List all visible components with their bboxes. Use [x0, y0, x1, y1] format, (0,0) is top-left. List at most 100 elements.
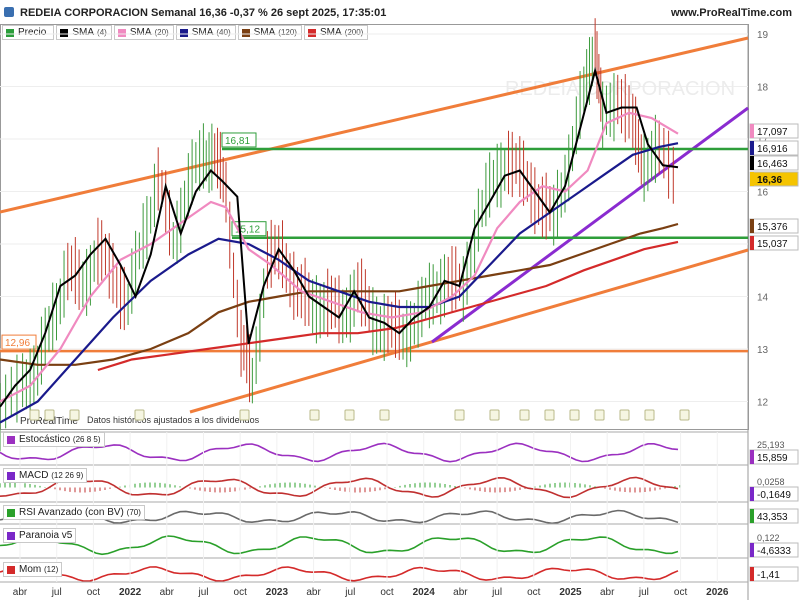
x-tick-label: 2026 [706, 587, 729, 598]
event-marker [679, 409, 690, 421]
legend-item-sma120[interactable]: SMA (120) [237, 25, 302, 40]
event-marker [489, 409, 500, 421]
legend-swatch [6, 28, 14, 37]
event-marker [29, 409, 40, 421]
indicator-value: -1,41 [757, 570, 780, 581]
y-tick-label: 12 [757, 398, 769, 409]
x-tick-label: oct [380, 587, 394, 598]
x-tick-label: abr [600, 587, 615, 598]
legend-swatch [117, 28, 126, 37]
legend-item-precio[interactable]: Precio [2, 25, 55, 40]
series-line-200 [97, 240, 679, 372]
indicator-value-marker [750, 509, 754, 523]
series-line-4 [0, 66, 679, 408]
trend-channel-lower [189, 248, 749, 414]
event-marker [569, 409, 580, 421]
indicator-swatch [7, 565, 15, 574]
price-tag-marker [750, 141, 754, 155]
level-label: 15,12 [235, 225, 260, 236]
series-line-120 [0, 222, 679, 366]
event-marker [69, 409, 80, 421]
x-tick-label: oct [527, 587, 541, 598]
y-tick-label: 13 [757, 345, 769, 356]
legend-swatch [241, 28, 250, 37]
x-tick-label: abr [306, 587, 321, 598]
x-tick-label: 2024 [413, 587, 436, 598]
x-tick-label: abr [453, 587, 468, 598]
price-tag-label: 15,376 [757, 222, 788, 233]
x-tick-label: oct [674, 587, 688, 598]
chart-header: REDEIA CORPORACION Semanal 16,36 -0,37 %… [0, 0, 800, 24]
indicator-value-secondary: 25,193 [757, 440, 785, 450]
x-tick-label: 2025 [559, 587, 582, 598]
x-tick-label: oct [234, 587, 248, 598]
series-line-20 [0, 111, 679, 403]
legend-swatch [307, 28, 316, 37]
brand-small: ProRealTime [20, 416, 78, 427]
x-tick-label: 2023 [266, 587, 289, 598]
x-tick-label: jul [197, 587, 208, 598]
legend-item-sma4[interactable]: SMA (4) [56, 25, 112, 40]
event-marker [594, 409, 605, 421]
indicator-label-paranoia[interactable]: Paranoia v5 [3, 528, 77, 543]
event-marker [239, 409, 250, 421]
indicator-line [0, 566, 679, 582]
event-marker [309, 409, 320, 421]
y-tick-label: 16 [757, 188, 769, 199]
y-tick-label: 18 [757, 83, 769, 94]
level-label-box [1, 334, 37, 350]
indicator-swatch [7, 508, 15, 517]
event-marker [619, 409, 630, 421]
indicator-value-marker [750, 567, 754, 581]
legend-item-sma200[interactable]: SMA (200) [303, 25, 369, 40]
trend-channel-upper [0, 36, 749, 214]
event-marker [344, 409, 355, 421]
event-marker [519, 409, 530, 421]
price-tag-marker [750, 219, 754, 233]
x-tick-label: jul [638, 587, 649, 598]
indicator-label-macd[interactable]: MACD (12 26 9) [3, 468, 88, 483]
price-tag-marker [750, 172, 754, 186]
event-marker [544, 409, 555, 421]
event-marker [644, 409, 655, 421]
watermark: REDEIA CORPORACION [505, 78, 735, 100]
indicator-value-secondary: 0,0258 [757, 477, 785, 487]
level-label: 16,81 [225, 136, 250, 147]
legend-item-sma20[interactable]: SMA (20) [113, 25, 174, 40]
price-tag-label: 16,36 [757, 175, 782, 186]
y-tick-label: 19 [757, 30, 769, 41]
event-marker [134, 409, 145, 421]
indicator-swatch [7, 531, 15, 540]
x-tick-label: 2022 [119, 587, 142, 598]
price-tag-label: 16,916 [757, 144, 788, 155]
x-tick-label: jul [491, 587, 502, 598]
price-tag-label: 16,463 [757, 159, 788, 170]
legend-item-sma40[interactable]: SMA (40) [175, 25, 236, 40]
indicator-label-stochastic[interactable]: Estocástico (26 8 5) [3, 432, 105, 447]
indicator-line [0, 476, 679, 499]
app-icon [4, 7, 14, 17]
indicator-line [0, 534, 679, 556]
x-tick-label: abr [160, 587, 175, 598]
x-tick-label: oct [87, 587, 101, 598]
price-tag-marker [750, 124, 754, 138]
indicator-swatch [7, 435, 15, 444]
legend-swatch [179, 28, 188, 37]
trend-support-purple [431, 106, 749, 344]
price-tag-marker [750, 156, 754, 170]
price-tag-label: 17,097 [757, 127, 788, 138]
event-marker [44, 409, 55, 421]
indicator-line [0, 442, 679, 463]
site-link[interactable]: www.ProRealTime.com [670, 7, 792, 19]
indicator-label-mom[interactable]: Mom (12) [3, 562, 63, 577]
series-line-40 [0, 142, 679, 424]
event-marker [379, 409, 390, 421]
indicator-value-marker [750, 450, 754, 464]
indicator-value-secondary: 0,122 [757, 533, 780, 543]
y-tick-label: 14 [757, 293, 769, 304]
level-label-box [221, 132, 257, 148]
level-label: 12,96 [5, 338, 30, 349]
indicator-label-rsi[interactable]: RSI Avanzado (con BV) (70) [3, 505, 145, 520]
indicator-value: 15,859 [757, 453, 788, 464]
